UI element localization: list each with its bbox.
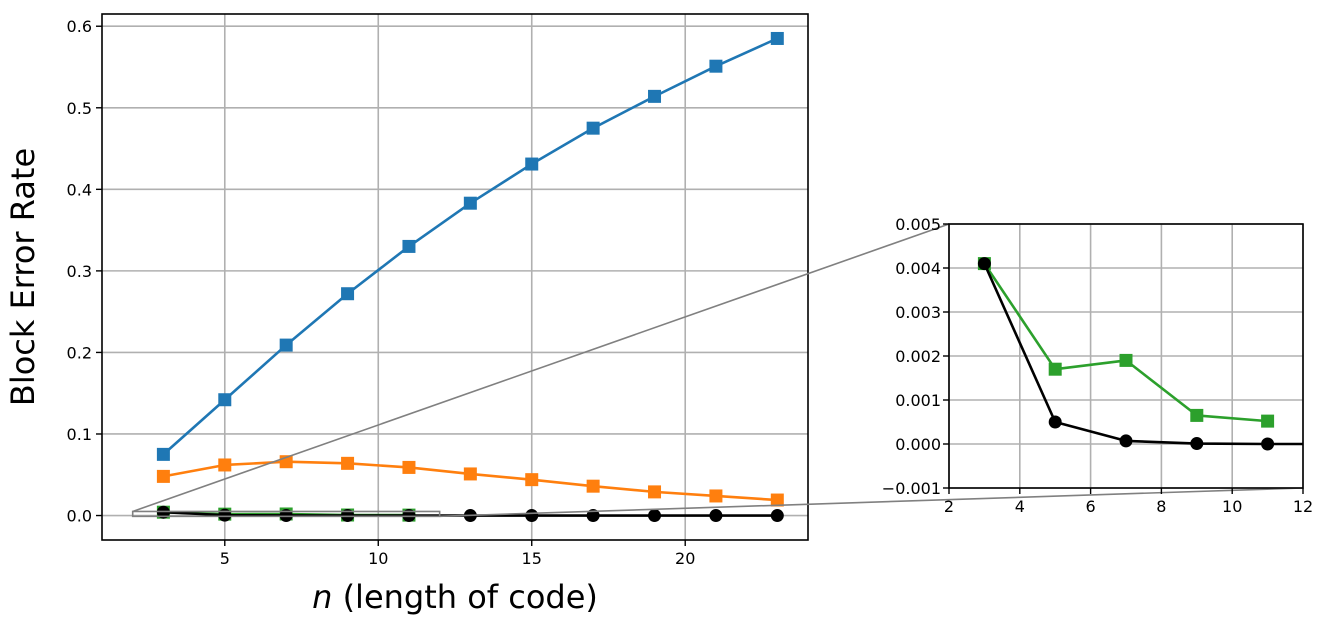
inset-y-tick-label: 0.004 [895, 259, 941, 278]
main-series-0-point [402, 239, 416, 253]
inset-y-tick-label: 0.000 [895, 435, 941, 454]
main-series-3-point [341, 509, 355, 523]
main-series-clip [156, 31, 784, 523]
x-axis-label-variable: n [312, 578, 332, 616]
main-plot-frame [101, 13, 809, 541]
main-series-1-point [218, 458, 232, 472]
zoom-region-box [131, 510, 441, 518]
main-series-0-point [525, 157, 539, 171]
main-y-tick-label: 0.2 [67, 343, 92, 362]
inset-y-tick-label: 0.001 [895, 391, 941, 410]
main-y-tick-label: 0.6 [67, 17, 92, 36]
main-series-0-point [463, 196, 477, 210]
inset-series-1-point [1190, 437, 1204, 451]
main-series-0 [156, 31, 784, 461]
main-series-3-point [770, 509, 784, 523]
inset-x-tick-label: 10 [1222, 497, 1242, 516]
inset-y-tick-label: 0.003 [895, 303, 941, 322]
inset-x-tick-label: 6 [1086, 497, 1096, 516]
inset-series-0-point [1048, 362, 1062, 376]
main-series-0-point [218, 393, 232, 407]
main-series [156, 31, 784, 523]
main-chart: 5 10 15 20 0.0 0.1 0.2 0.3 0.4 0.5 0.6 n (length o… [4, 13, 809, 616]
main-y-tick-label: 0.5 [67, 99, 92, 118]
inset-zoom-chart: 2 4 6 8 10 12 −0.001 0.000 0.001 0.002 0.003 0.004 0… [882, 215, 1313, 516]
inset-x-tick-label: 8 [1156, 497, 1166, 516]
main-series-0-point [648, 89, 662, 103]
inset-series-1-point [1261, 437, 1275, 451]
main-series-3-point [525, 509, 539, 523]
main-series-3-point [402, 509, 416, 523]
main-series-0-point [279, 338, 293, 352]
main-series-1-point [709, 489, 723, 503]
inset-series-1-point [977, 257, 991, 271]
inset-y-tick-label: −0.001 [882, 479, 941, 498]
main-series-1-point [341, 456, 355, 470]
inset-series-1-point [1119, 434, 1133, 448]
zoom-region-rect [131, 510, 441, 518]
main-series-1-point [586, 479, 600, 493]
main-y-tick-label: 0.0 [67, 507, 92, 526]
inset-series-1-point [1048, 415, 1062, 429]
main-x-tick-label: 10 [368, 549, 388, 568]
main-series-0-point [156, 447, 170, 461]
inset-x-tick-label: 4 [1015, 497, 1025, 516]
inset-x-tick-label: 2 [944, 497, 954, 516]
main-x-tick-label: 15 [522, 549, 542, 568]
main-series-1-point [402, 460, 416, 474]
main-series-3-point [218, 508, 232, 522]
main-series-1-point [770, 493, 784, 507]
inset-x-tick-label: 12 [1293, 497, 1313, 516]
main-series-1-point [525, 473, 539, 487]
main-series-0-point [770, 31, 784, 45]
main-ticks: 5 10 15 20 0.0 0.1 0.2 0.3 0.4 0.5 0.6 [67, 17, 696, 568]
main-series-0-point [586, 121, 600, 135]
inset-series [977, 257, 1303, 451]
main-grid [102, 14, 808, 540]
inset-series-clip [977, 257, 1303, 451]
inset-series-0-point [1119, 353, 1133, 367]
inset-ticks: 2 4 6 8 10 12 −0.001 0.000 0.001 0.002 0.003 0.004 0… [882, 215, 1313, 516]
connector-line-bottom [439, 487, 1304, 518]
y-axis-label: Block Error Rate [4, 148, 42, 406]
connector-line-top [132, 223, 950, 513]
inset-y-tick-label: 0.002 [895, 347, 941, 366]
inset-series-1 [977, 257, 1303, 451]
main-series-3-point [648, 509, 662, 523]
main-series-0-point [709, 59, 723, 73]
inset-series-0-point [1261, 414, 1275, 428]
main-series-3-point [586, 509, 600, 523]
main-y-tick-label: 0.3 [67, 262, 92, 281]
inset-series-0-point [1190, 408, 1204, 422]
main-y-tick-label: 0.4 [67, 180, 92, 199]
zoom-connector-lines [132, 223, 1304, 518]
main-series-3-point [709, 509, 723, 523]
main-series-1-point [156, 469, 170, 483]
x-axis-label-text: (length of code) [332, 578, 598, 616]
main-x-tick-label: 5 [220, 549, 230, 568]
main-series-1 [156, 455, 784, 507]
x-axis-label: n (length of code) [312, 578, 598, 616]
inset-series-line-1 [983, 263, 1303, 446]
main-x-tick-label: 20 [675, 549, 695, 568]
main-series-1-point [648, 485, 662, 499]
inset-y-tick-label: 0.005 [895, 215, 941, 234]
main-series-0-point [341, 287, 355, 301]
main-series-1-point [463, 467, 477, 481]
main-y-tick-label: 0.1 [67, 425, 92, 444]
